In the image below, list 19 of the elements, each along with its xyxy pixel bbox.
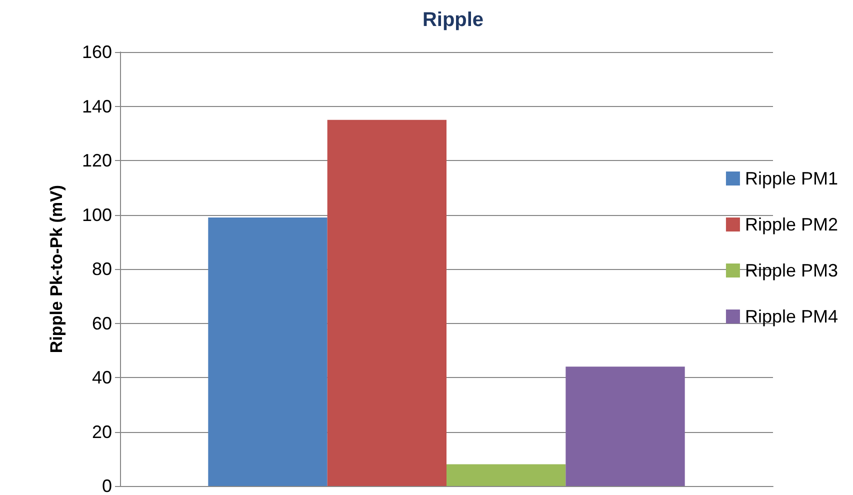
chart-title: Ripple <box>422 9 484 31</box>
y-tick-label: 100 <box>82 204 112 225</box>
y-tick-label: 160 <box>82 42 112 62</box>
y-tick-label: 120 <box>82 150 112 170</box>
y-tick-label: 140 <box>82 96 112 116</box>
bar <box>327 120 446 486</box>
y-tick-label: 20 <box>92 422 112 442</box>
y-tick-label: 60 <box>92 313 112 334</box>
y-tick-label: 80 <box>92 259 112 279</box>
y-axis-title: Ripple Pk-to-Pk (mV) <box>47 184 66 354</box>
y-tick-label: 40 <box>92 368 112 388</box>
legend-label: Ripple PM3 <box>744 260 838 280</box>
y-tick-label: 0 <box>102 476 112 495</box>
legend-label: Ripple PM4 <box>744 306 838 326</box>
legend-label: Ripple PM1 <box>744 168 838 188</box>
bar <box>566 366 685 486</box>
legend-label: Ripple PM2 <box>744 214 838 234</box>
bar <box>208 217 328 486</box>
bar <box>446 464 566 486</box>
